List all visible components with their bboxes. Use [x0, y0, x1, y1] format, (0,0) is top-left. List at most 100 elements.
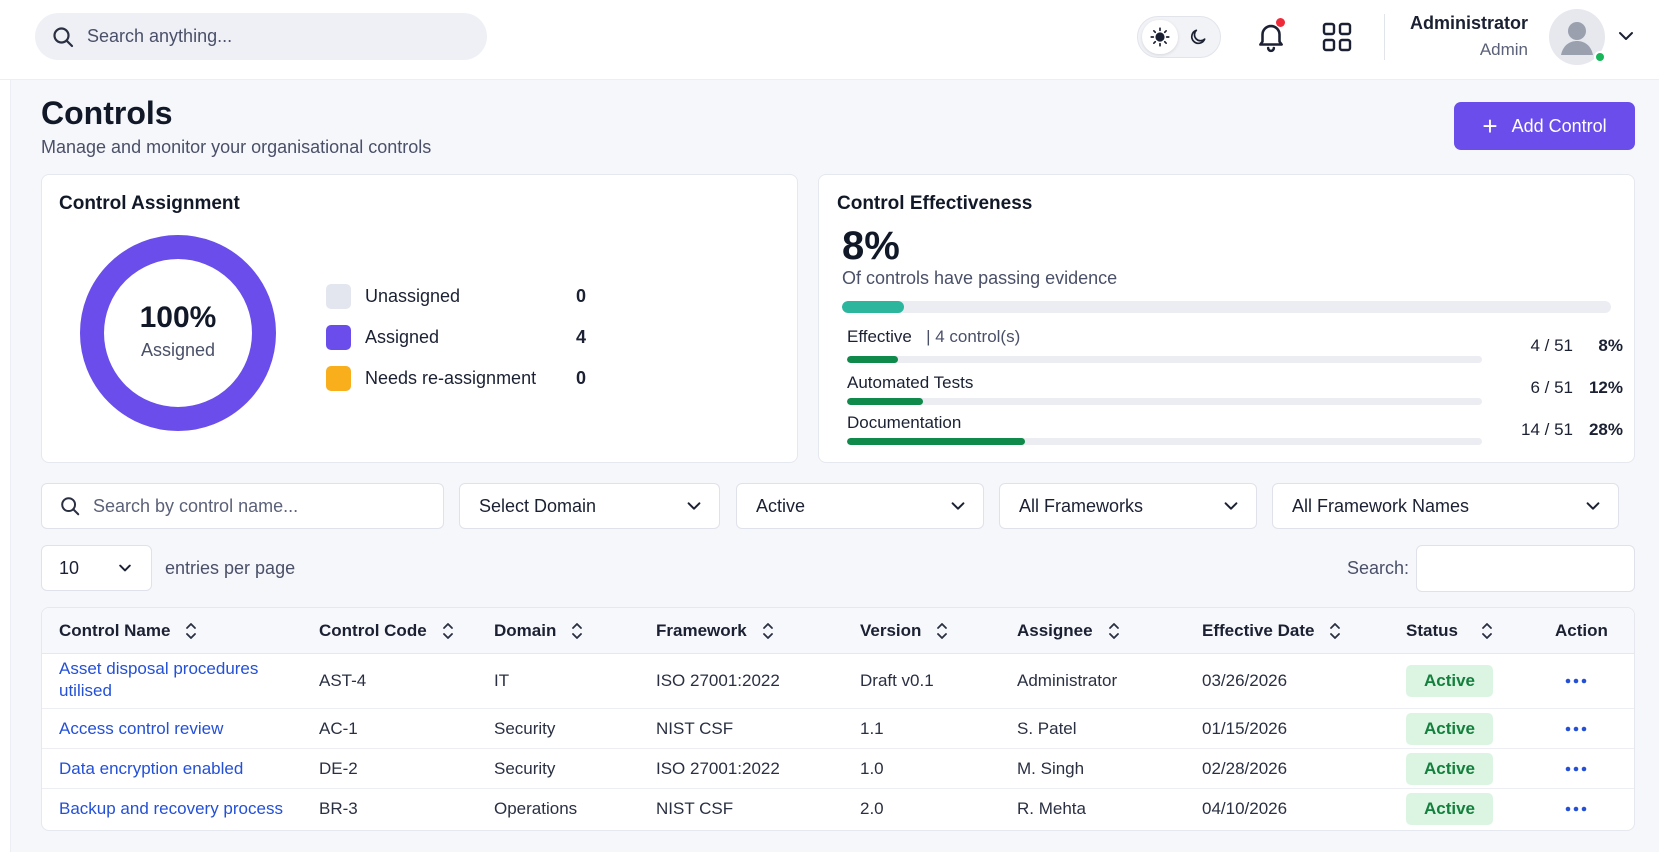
column-header-control-code[interactable]: Control Code [319, 621, 455, 641]
online-status-dot [1594, 51, 1606, 63]
column-label: Domain [494, 621, 557, 640]
table-search-input[interactable] [1416, 545, 1635, 592]
control-code: AST-4 [319, 671, 367, 690]
framework: NIST CSF [656, 799, 734, 818]
domain: IT [494, 671, 510, 690]
control-name-link[interactable]: Asset disposal procedures utilised [59, 658, 258, 702]
domain: Operations [494, 799, 578, 818]
control-code: DE-2 [319, 759, 358, 778]
chevron-down-icon [687, 502, 701, 510]
page-title: Controls [41, 95, 173, 131]
light-mode-option[interactable] [1142, 20, 1178, 54]
moon-icon [1190, 29, 1206, 45]
sort-icon [762, 623, 773, 639]
sort-icon [937, 623, 948, 639]
sidebar-edge [0, 80, 11, 852]
legend-item-assigned: Assigned 4 [326, 323, 606, 353]
more-actions-icon[interactable] [1565, 724, 1587, 734]
assignee: S. Patel [1017, 719, 1077, 738]
legend-swatch [326, 366, 351, 391]
control-name-link[interactable]: Access control review [59, 719, 224, 738]
column-header-version[interactable]: Version [860, 621, 949, 641]
global-search-input[interactable] [87, 26, 447, 47]
version: Draft v0.1 [860, 671, 934, 690]
column-label: Status [1406, 621, 1458, 640]
table-row: Access control review AC-1 Security NIST… [42, 709, 1634, 749]
notifications-button[interactable] [1254, 18, 1288, 54]
assignee: R. Mehta [1017, 799, 1086, 818]
donut-center-label: Assigned [140, 340, 216, 360]
framework: NIST CSF [656, 719, 734, 738]
dark-mode-option[interactable] [1180, 20, 1216, 54]
global-search[interactable] [35, 13, 487, 60]
control-name-search-input[interactable] [93, 495, 413, 517]
effectiveness-progress-fill [842, 301, 904, 313]
grid-icon[interactable] [1322, 22, 1352, 52]
chevron-down-icon [951, 502, 965, 510]
legend-value: 4 [575, 327, 586, 347]
legend-value: 0 [575, 286, 586, 306]
search-icon [53, 26, 74, 47]
metric-name: Effective [847, 327, 912, 346]
table-row: Asset disposal procedures utilised AST-4… [42, 654, 1634, 709]
column-label: Assignee [1017, 621, 1093, 640]
metric-divider: | [916, 327, 936, 346]
control-name-search[interactable] [41, 483, 444, 529]
legend-item-needs-reassignment: Needs re-assignment 0 [326, 364, 606, 394]
page-size-select[interactable]: 10 [41, 545, 152, 591]
more-actions-icon[interactable] [1565, 804, 1587, 814]
sort-icon [1482, 623, 1492, 639]
column-label: Action [1555, 621, 1608, 640]
table-row: Backup and recovery process BR-3 Operati… [42, 789, 1634, 830]
domain-select[interactable]: Select Domain [459, 483, 720, 529]
chevron-down-icon [119, 564, 131, 572]
top-bar: Administrator Admin [0, 0, 1659, 80]
control-code: BR-3 [319, 799, 358, 818]
control-name-line: Asset disposal procedures [59, 659, 259, 678]
column-header-effective-date[interactable]: Effective Date [1202, 621, 1342, 641]
assignee: M. Singh [1017, 759, 1085, 778]
column-header-status[interactable]: Status [1406, 621, 1494, 641]
framework-select[interactable]: All Frameworks [999, 483, 1257, 529]
column-header-domain[interactable]: Domain [494, 621, 584, 641]
effective-date: 04/10/2026 [1202, 799, 1288, 818]
sort-icon [572, 623, 583, 639]
sort-icon [186, 623, 197, 639]
column-label: Control Name [59, 621, 171, 640]
status-select[interactable]: Active [736, 483, 984, 529]
chevron-down-icon [1224, 502, 1238, 510]
chevron-down-icon [1586, 502, 1600, 510]
framework-name-select[interactable]: All Framework Names [1272, 483, 1619, 529]
sort-icon [442, 623, 453, 639]
theme-toggle[interactable] [1137, 16, 1221, 58]
metric-progress-fill [847, 356, 898, 363]
legend-label: Needs re-assignment [365, 368, 537, 388]
effective-date: 01/15/2026 [1202, 719, 1288, 738]
controls-table: Control Name Control Code Domain Framewo… [41, 607, 1635, 831]
column-header-assignee[interactable]: Assignee [1017, 621, 1121, 641]
notification-dot [1276, 18, 1285, 27]
page-size-value: 10 [59, 557, 80, 578]
add-control-button[interactable]: + Add Control [1454, 102, 1635, 150]
status-badge: Active [1406, 665, 1493, 697]
card-title: Control Effectiveness [837, 193, 1033, 214]
legend-label: Assigned [365, 327, 440, 347]
status-badge: Active [1406, 753, 1493, 785]
version: 1.1 [860, 719, 884, 738]
control-code: AC-1 [319, 719, 358, 738]
more-actions-icon[interactable] [1565, 764, 1587, 774]
control-name-link[interactable]: Backup and recovery process [59, 799, 283, 818]
control-name-link[interactable]: Data encryption enabled [59, 759, 244, 778]
column-header-framework[interactable]: Framework [656, 621, 775, 641]
more-actions-icon[interactable] [1565, 676, 1587, 686]
chevron-down-icon[interactable] [1616, 26, 1636, 46]
column-header-control-name[interactable]: Control Name [59, 621, 198, 641]
metric-sub: 4 control(s) [935, 327, 1021, 346]
column-label: Control Code [319, 621, 427, 640]
control-assignment-card: Control Assignment 100% Assigned Unassig… [41, 174, 798, 463]
column-label: Framework [656, 621, 747, 640]
search-icon [61, 497, 80, 516]
donut-assigned-arc [80, 235, 276, 431]
donut-center-value: 100% [139, 301, 217, 334]
effectiveness-headline-value: 8% [842, 224, 900, 268]
